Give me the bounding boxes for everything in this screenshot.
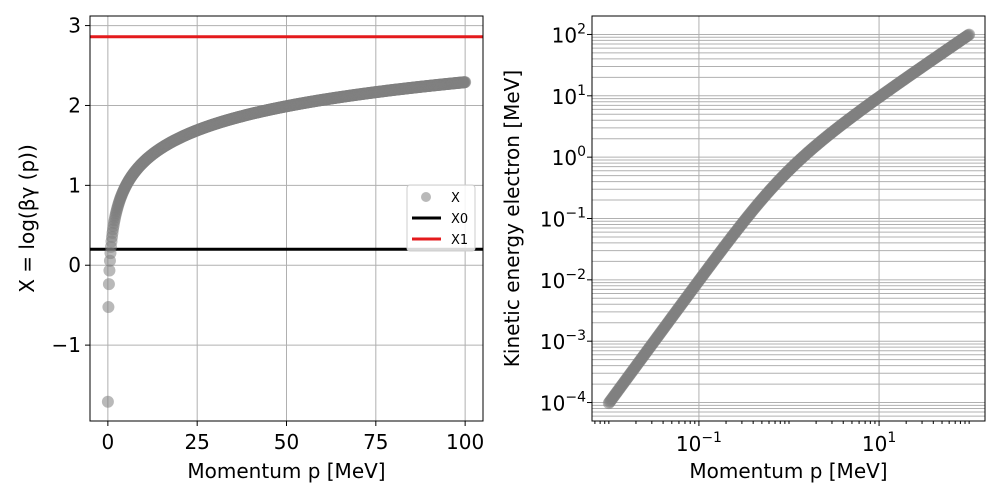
legend: X X0 X1	[406, 184, 476, 252]
x-tick-labels: 10−1 101	[676, 430, 896, 456]
data-point	[102, 278, 115, 291]
legend-label-x: X	[451, 191, 460, 206]
x-axis-label: Momentum p [MeV]	[689, 459, 887, 483]
y-tick-label: 0	[68, 253, 81, 277]
x-tick-label: 10−1	[676, 430, 722, 456]
y-tick-labels: 10−4 10−3 10−2 10−1 100 101 102	[540, 21, 586, 415]
data-point	[101, 395, 114, 408]
data-point	[459, 76, 472, 89]
y-axis-label: Kinetic energy electron [MeV]	[500, 70, 524, 367]
y-tick-label: 101	[552, 83, 586, 109]
legend-label-x1: X1	[451, 233, 468, 248]
x-tick-label: 50	[274, 430, 299, 454]
data-point	[963, 28, 976, 41]
y-tick-label: 10−3	[540, 328, 586, 354]
grid-lines	[592, 15, 985, 422]
legend-marker-x	[421, 192, 431, 202]
y-tick-label: 2	[68, 93, 81, 117]
y-tick-label: 100	[552, 144, 586, 170]
x-tick-label: 101	[862, 430, 896, 456]
tick-marks	[587, 33, 970, 426]
x-tick-label: 0	[101, 430, 114, 454]
y-tick-label: 3	[68, 14, 81, 38]
kinetic-energy-points	[602, 28, 976, 410]
legend-label-x0: X0	[451, 212, 468, 227]
y-tick-label: −1	[52, 333, 81, 357]
y-tick-label: 1	[68, 173, 81, 197]
y-tick-label: 10−1	[540, 206, 586, 232]
x-tick-labels: 0 25 50 75 100	[101, 430, 484, 454]
x-tick-label: 75	[363, 430, 388, 454]
x-series-points	[101, 76, 472, 408]
data-point	[102, 301, 115, 314]
data-point	[103, 264, 116, 277]
chart-kinetic-energy-vs-momentum: 10−1 101 10−4 10−3 10−2 10−1 100 101 102 Moment…	[500, 15, 986, 483]
x-axis-label: Momentum p [MeV]	[187, 459, 385, 483]
y-tick-label: 10−2	[540, 267, 586, 293]
x-tick-label: 25	[184, 430, 209, 454]
y-tick-label: 10−4	[540, 390, 586, 416]
y-axis-label: X = log(βγ (p))	[15, 144, 39, 293]
chart-x-vs-momentum: 0 25 50 75 100 −1 0 1 2 3 Momentum p [MeV] X = l…	[15, 14, 484, 483]
tick-marks	[85, 25, 466, 426]
x-tick-label: 100	[446, 430, 484, 454]
y-tick-label: 102	[552, 21, 586, 47]
y-tick-labels: −1 0 1 2 3	[52, 14, 81, 358]
